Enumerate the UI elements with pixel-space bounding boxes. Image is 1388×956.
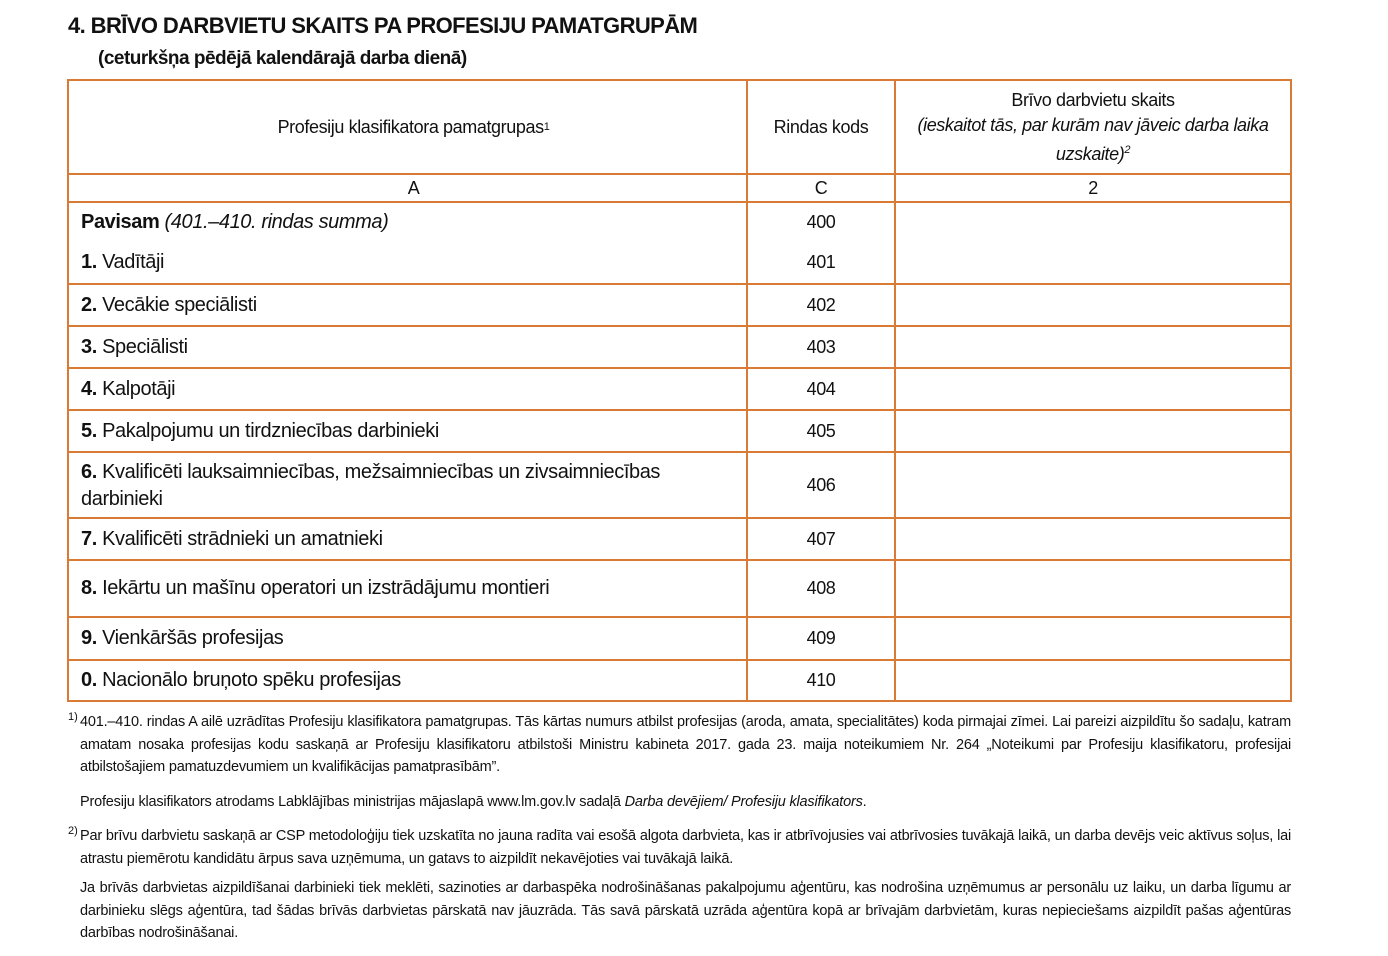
- value-input[interactable]: [894, 285, 1290, 325]
- group-label: 0. Nacionālo bruņoto spēku profesijas: [81, 669, 401, 691]
- row-code: 410: [746, 661, 894, 700]
- letter-row: A C 2: [69, 173, 1290, 201]
- table-row: 4. Kalpotāji 404: [69, 367, 1290, 409]
- section-subtitle: (ceturkšņa pēdējā kalendārajā darba dien…: [98, 48, 467, 69]
- header-row: Profesiju klasifikatora pamatgrupas 1 Rin…: [69, 81, 1290, 173]
- group-label: 7. Kvalificēti strādnieki un amatnieki: [81, 527, 383, 550]
- table-row: 9. Vienkāršās profesijas 409: [69, 616, 1290, 659]
- header-row-code: Rindas kods: [746, 81, 894, 173]
- value-input[interactable]: [894, 618, 1290, 659]
- value-input[interactable]: [894, 519, 1290, 559]
- value-input[interactable]: [894, 661, 1290, 700]
- letter-2: 2: [894, 175, 1290, 201]
- table-row: 8. Iekārtu un mašīnu operatori un izstrā…: [69, 559, 1290, 616]
- row-code: 403: [746, 327, 894, 367]
- row-code: 407: [746, 519, 894, 559]
- row-code: 409: [746, 618, 894, 659]
- group-label: 9. Vienkāršās profesijas: [81, 627, 284, 649]
- value-input[interactable]: [894, 327, 1290, 367]
- row-code: 408: [746, 561, 894, 616]
- letter-c: C: [746, 175, 894, 201]
- group-label: 4. Kalpotāji: [81, 377, 176, 400]
- letter-a: A: [407, 177, 420, 198]
- table-row: 2. Vecākie speciālisti 402: [69, 283, 1290, 325]
- total-row: Pavisam (401.–410. rindas summa) 400: [69, 201, 1290, 241]
- footnote-mark-2: 2): [68, 825, 78, 837]
- row-code: 400: [746, 203, 894, 241]
- row-code: 402: [746, 285, 894, 325]
- group-label: 5. Pakalpojumu un tirdzniecības darbinie…: [81, 419, 439, 442]
- value-input[interactable]: [894, 203, 1290, 241]
- table-row: 7. Kvalificēti strādnieki un amatnieki 40…: [69, 517, 1290, 559]
- value-input[interactable]: [894, 561, 1290, 616]
- row-code: 401: [746, 241, 894, 283]
- footnote-2: Par brīvu darbvietu saskaņā ar CSP metod…: [80, 828, 1291, 867]
- group-label: 8. Iekārtu un mašīnu operatori un izstrā…: [81, 577, 550, 599]
- footnote-2b: Ja brīvās darbvietas aizpildīšanai darbi…: [80, 880, 1291, 941]
- section-title: 4. BRĪVO DARBVIETU SKAITS PA PROFESIJU P…: [68, 13, 698, 38]
- value-input[interactable]: [894, 369, 1290, 409]
- footnote-1b: Profesiju klasifikators atrodams Labklāj…: [80, 794, 867, 810]
- footnote-mark-1: 1): [68, 711, 78, 723]
- value-input[interactable]: [894, 411, 1290, 451]
- group-label: 1. Vadītāji: [81, 250, 165, 273]
- value-input[interactable]: [894, 241, 1290, 283]
- group-label: 2. Vecākie speciālisti: [81, 293, 257, 316]
- group-label: 6. Kvalificēti lauksaimniecības, mežsaim…: [81, 461, 661, 510]
- table-row: 1. Vadītāji 401: [69, 241, 1290, 283]
- value-input[interactable]: [894, 453, 1290, 517]
- table-row: 3. Speciālisti 403: [69, 325, 1290, 367]
- table-row: 5. Pakalpojumu un tirdzniecības darbinie…: [69, 409, 1290, 451]
- table-row: 6. Kvalificēti lauksaimniecības, mežsaim…: [69, 451, 1290, 517]
- footnote-1: 401.–410. rindas A ailē uzrādītas Profes…: [80, 714, 1291, 775]
- table-row: 0. Nacionālo bruņoto spēku profesijas 410: [69, 659, 1290, 700]
- header-groups: Profesiju klasifikatora pamatgrupas 1: [277, 116, 550, 137]
- header-vacancies: Brīvo darbvietu skaits (ieskaitot tās, p…: [894, 81, 1290, 173]
- row-code: 404: [746, 369, 894, 409]
- group-label: 3. Speciālisti: [81, 335, 188, 358]
- vacancies-table: Profesiju klasifikatora pamatgrupas 1 Rin…: [67, 79, 1292, 702]
- row-code: 406: [746, 453, 894, 517]
- row-code: 405: [746, 411, 894, 451]
